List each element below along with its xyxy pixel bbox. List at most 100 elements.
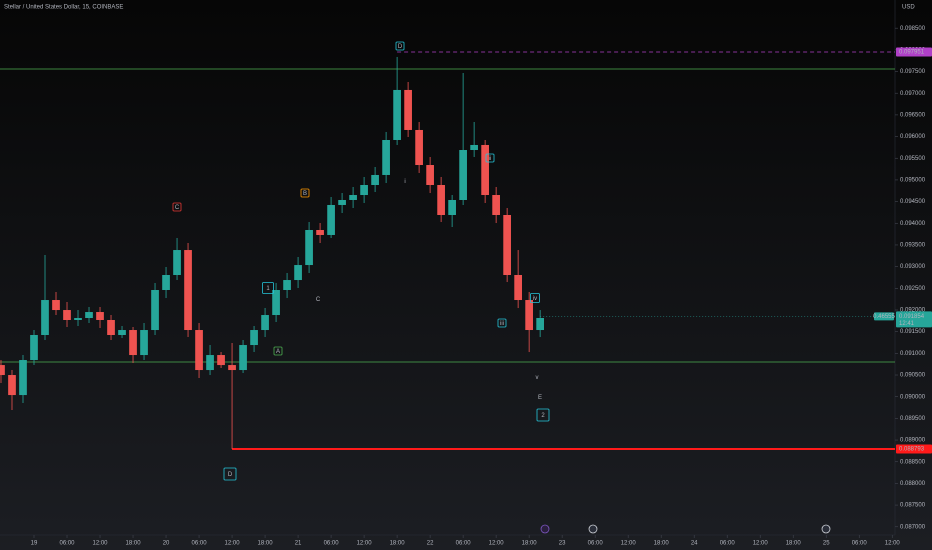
bid-tag (874, 312, 894, 321)
event-icon[interactable] (821, 524, 831, 534)
y-tick-label: 0.087000 (900, 524, 926, 530)
price-tag-label: 0.088793 (899, 447, 925, 453)
y-tick-label: 0.096000 (900, 134, 926, 140)
candle-body (525, 300, 533, 331)
event-icon[interactable] (540, 524, 550, 534)
x-tick-label: 12:00 (753, 541, 769, 547)
wave-label: 2 (541, 413, 545, 419)
bid-label: 0.46555 (873, 314, 895, 320)
last-price-tag (896, 311, 932, 328)
candle-body (0, 365, 5, 376)
candle-body (206, 355, 214, 371)
candle-body (481, 144, 489, 196)
wave-label: D (398, 44, 403, 50)
candle-body (327, 204, 335, 235)
wave-label-box (485, 153, 495, 163)
candle-body (459, 150, 467, 200)
candle-body (349, 195, 357, 200)
candle-body (514, 275, 522, 301)
y-tick-label: 0.087500 (900, 503, 926, 509)
x-tick-label: 12:00 (225, 541, 241, 547)
wave-label-box (262, 282, 274, 294)
candle-body (272, 290, 280, 316)
y-tick-label: 0.089500 (900, 416, 926, 422)
candle-body (448, 199, 456, 215)
candle-body (360, 184, 368, 196)
candle-body (85, 312, 93, 319)
y-tick-label: 0.092500 (900, 286, 926, 292)
candle-body (140, 330, 148, 356)
y-tick-label: 0.091000 (900, 351, 926, 357)
wave-label: C (175, 205, 180, 211)
candle-body (8, 375, 16, 396)
y-tick-label: 0.094000 (900, 221, 926, 227)
y-tick-label: 0.095000 (900, 178, 926, 184)
x-tick-label: 06:00 (456, 541, 472, 547)
x-tick-label: 21 (295, 541, 302, 547)
x-tick-label: 22 (427, 541, 434, 547)
candle-body (492, 195, 500, 215)
x-tick-label: 18:00 (258, 541, 274, 547)
y-tick-label: 0.088500 (900, 459, 926, 465)
y-tick-label: 0.091500 (900, 329, 926, 335)
y-tick-label: 0.089000 (900, 438, 926, 444)
y-tick-label: 0.095500 (900, 156, 926, 162)
x-tick-label: 23 (559, 541, 566, 547)
x-tick-label: 12:00 (621, 541, 637, 547)
candle-body (30, 335, 38, 361)
x-tick-label: 06:00 (588, 541, 604, 547)
y-tick-label: 0.097000 (900, 91, 926, 97)
x-tick-label: 06:00 (324, 541, 340, 547)
wave-label: C (316, 297, 321, 303)
candle-body (63, 310, 71, 321)
candle-body (382, 139, 390, 175)
candle-body (129, 330, 137, 356)
x-tick-label: 19 (31, 541, 38, 547)
last-price-label: 0.091854 (899, 314, 925, 320)
x-tick-label: 12:00 (357, 541, 373, 547)
candle-body (371, 174, 379, 185)
candle-body (19, 360, 27, 396)
candle-body (283, 280, 291, 291)
price-tag (896, 47, 932, 57)
candle-body (217, 355, 225, 366)
candle-body (41, 300, 49, 336)
candle-body (107, 320, 115, 336)
wave-label: B (303, 191, 307, 197)
candle-body (294, 265, 302, 281)
x-tick-label: 12:00 (93, 541, 109, 547)
candle-body (195, 330, 203, 371)
x-tick-label: 24 (691, 541, 698, 547)
y-tick-label: 0.093500 (900, 243, 926, 249)
x-tick-label: 12:00 (885, 541, 901, 547)
candle-body (250, 330, 258, 346)
candle-body (536, 318, 544, 331)
candle-body (316, 229, 324, 235)
x-tick-label: 18:00 (654, 541, 670, 547)
currency-label: USD (902, 5, 915, 11)
candle-body (426, 165, 434, 185)
y-tick-label: 0.094500 (900, 199, 926, 205)
wave-label-box (223, 467, 237, 481)
candle-body (151, 290, 159, 331)
wave-label: iv (533, 296, 537, 302)
candle-body (261, 315, 269, 331)
wave-label: v (536, 375, 539, 381)
x-tick-label: 18:00 (126, 541, 142, 547)
candle-body (415, 129, 423, 166)
y-tick-label: 0.090000 (900, 394, 926, 400)
chart-title: Stellar / United States Dollar, 15, COIN… (4, 5, 123, 11)
x-tick-label: 06:00 (60, 541, 76, 547)
wave-label-box (536, 408, 550, 422)
y-tick-label: 0.092000 (900, 308, 926, 314)
candle-body (96, 312, 104, 321)
y-tick-label: 0.096500 (900, 112, 926, 118)
candle-body (404, 89, 412, 130)
y-tick-label: 0.098500 (900, 26, 926, 32)
y-tick-label: 0.090500 (900, 373, 926, 379)
event-icon[interactable] (588, 524, 598, 534)
wave-label: iii (500, 321, 504, 327)
x-tick-label: 20 (163, 541, 170, 547)
x-tick-label: 06:00 (852, 541, 868, 547)
